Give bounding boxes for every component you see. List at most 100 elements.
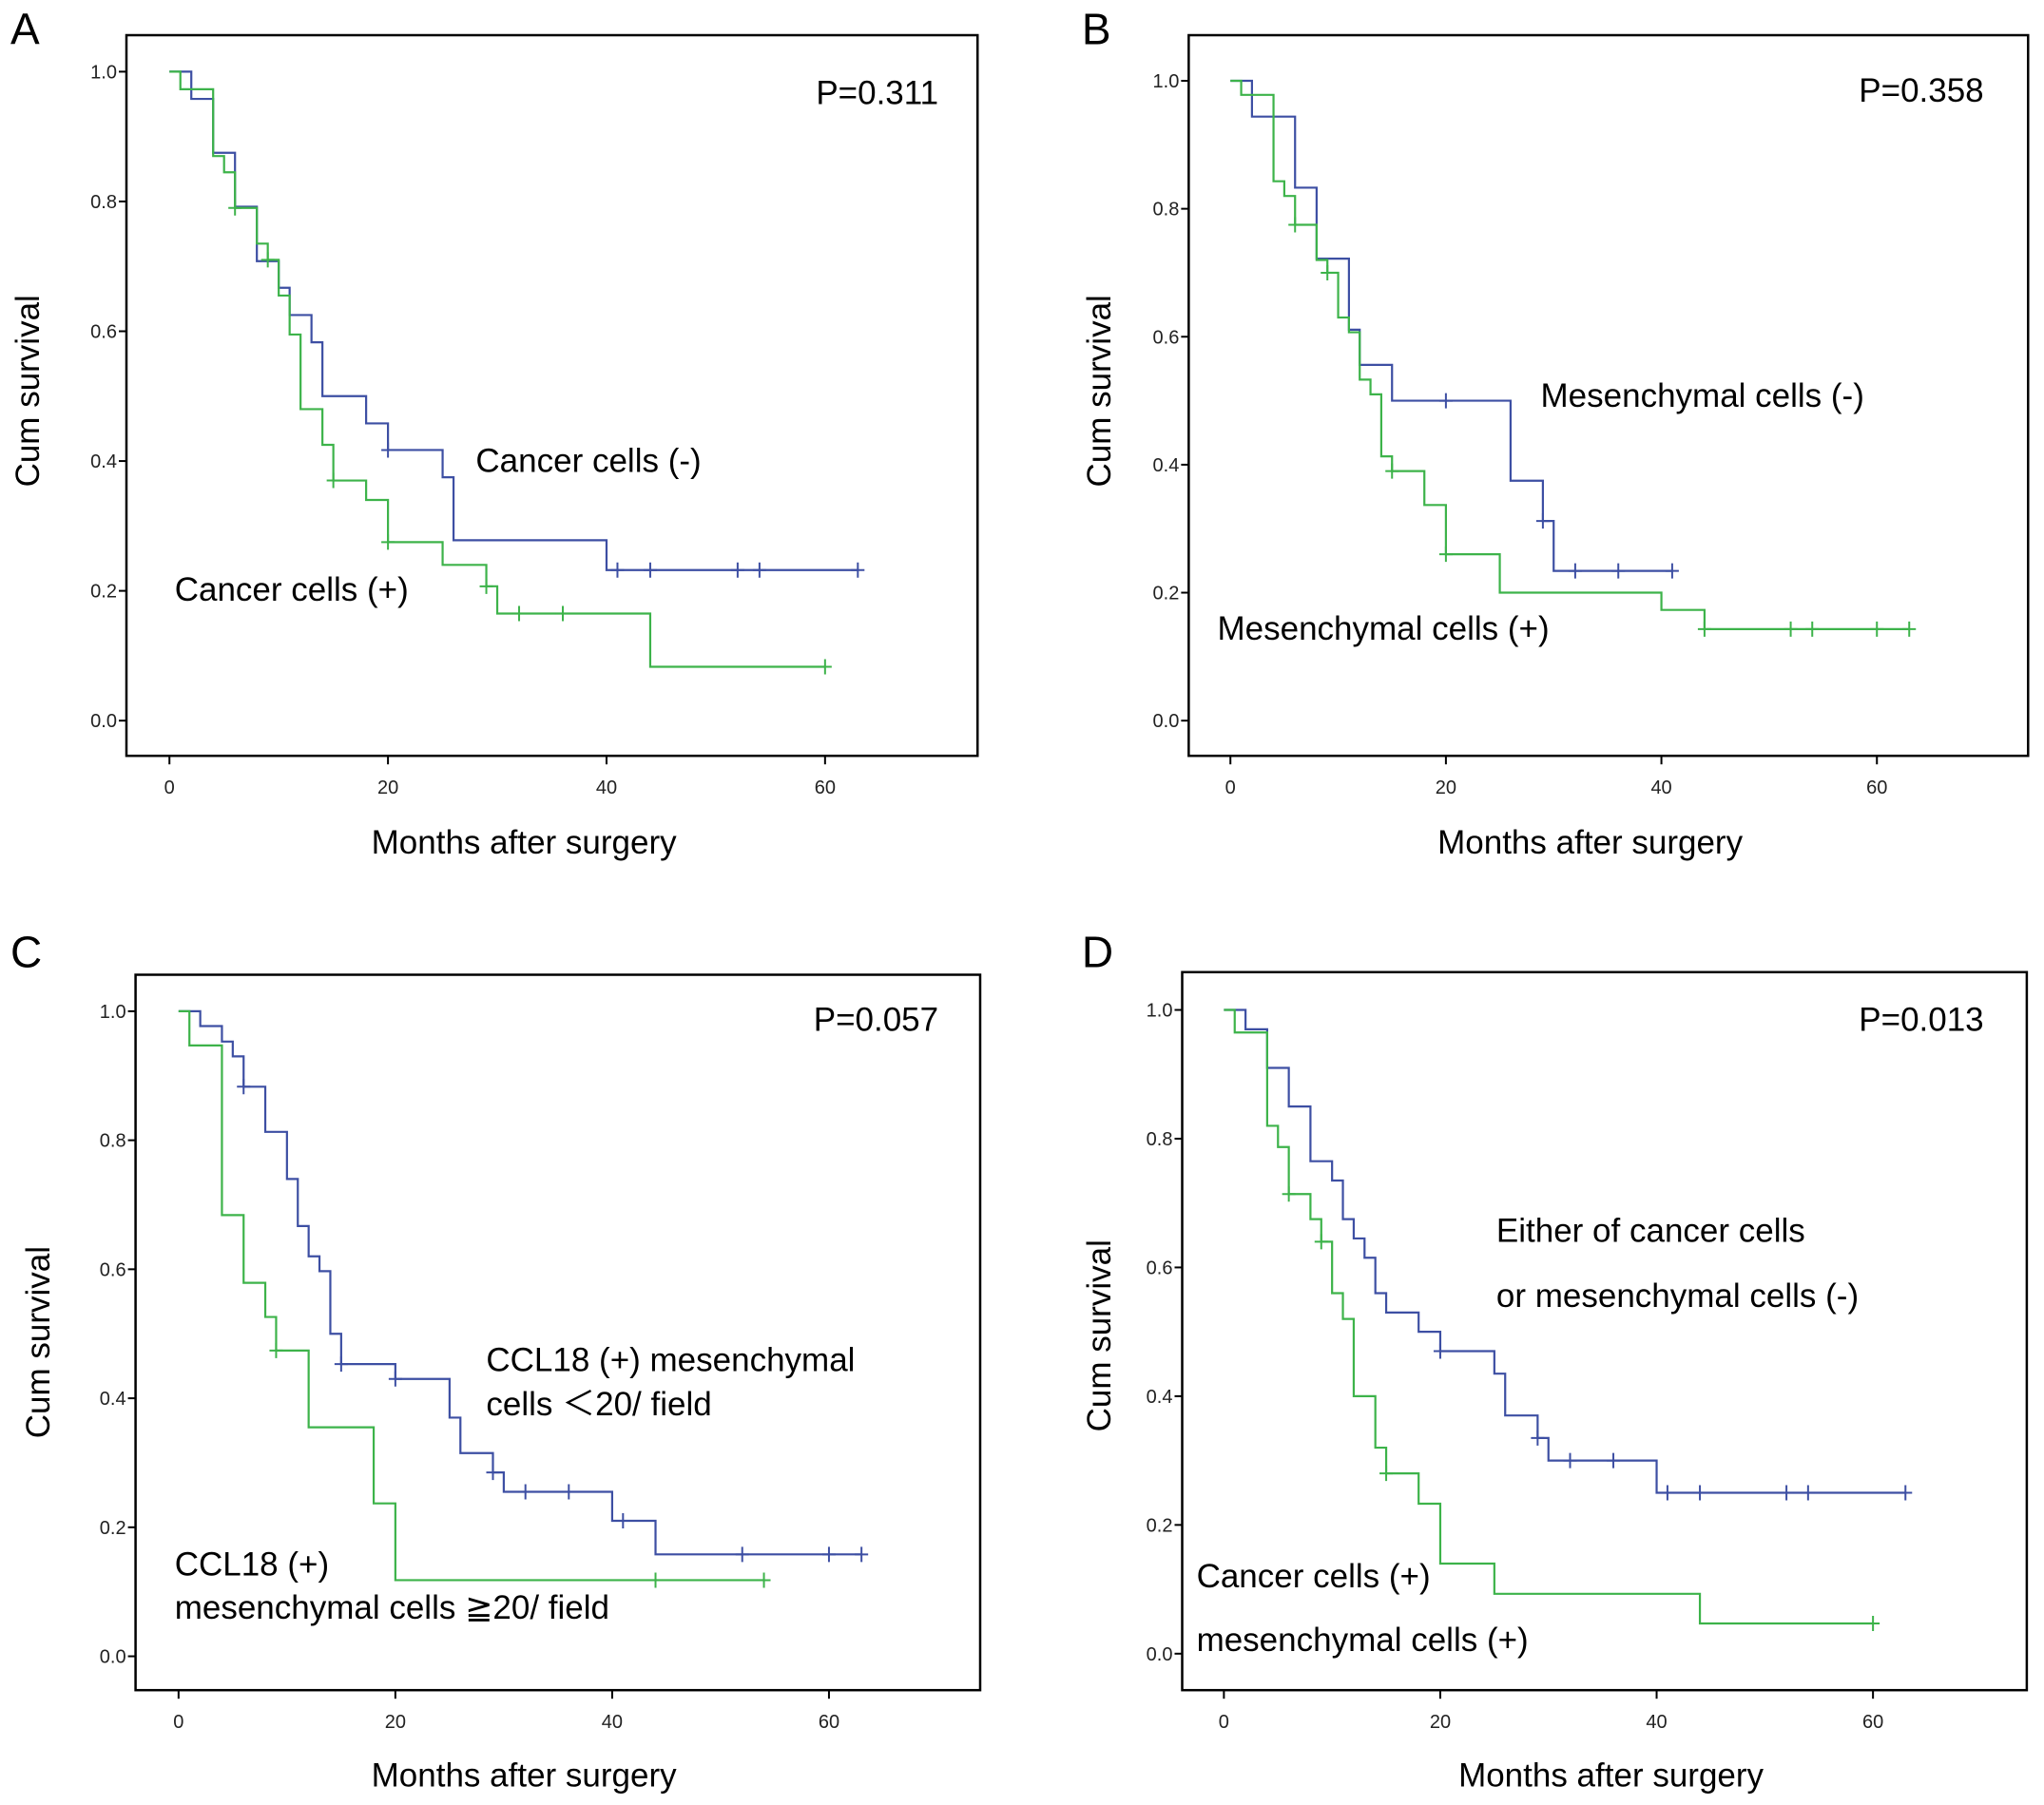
censor-mark <box>735 1546 749 1563</box>
y-tick-label: 0.2 <box>90 582 117 603</box>
x-tick-label: 20 <box>377 778 398 798</box>
x-tick-label: 0 <box>173 1712 183 1733</box>
y-tick-label: 0.6 <box>100 1259 126 1280</box>
censor-mark <box>1438 547 1453 563</box>
survival-curve-green <box>169 70 825 668</box>
censor-mark <box>237 1079 251 1095</box>
censor-mark <box>1693 1485 1707 1501</box>
y-tick-label: 1.0 <box>1147 1001 1173 1022</box>
censor-mark <box>1385 463 1399 479</box>
censor-mark <box>610 562 625 578</box>
censor-mark <box>1870 621 1884 637</box>
curve-label: Mesenchymal cells (+) <box>1218 610 1550 647</box>
y-tick-label: 0.2 <box>1153 584 1180 605</box>
curve-label: CCL18 (+) <box>175 1546 329 1584</box>
y-tick-label: 0.0 <box>90 711 117 732</box>
y-tick-label: 1.0 <box>1153 71 1180 92</box>
y-tick-label: 0.4 <box>100 1389 126 1410</box>
y-tick-label: 0.2 <box>100 1518 126 1539</box>
censor-mark <box>1665 563 1679 579</box>
censor-mark <box>1438 393 1453 409</box>
y-axis-title: Cum survival <box>1081 1239 1118 1431</box>
censor-mark <box>334 1356 348 1373</box>
survival-curve-blue <box>178 1009 862 1556</box>
panel-d: D 0.0 0.2 0.4 0.6 0.8 1.0 0 20 40 60 Months after s… <box>1081 927 2029 1795</box>
censor-mark <box>388 1371 402 1387</box>
y-tick-label: 0.2 <box>1147 1515 1173 1536</box>
p-value: P=0.013 <box>1859 1001 1983 1038</box>
curve-label: Cancer cells (+) <box>175 571 409 608</box>
curve-label: CCL18 (+) mesenchymal <box>486 1341 855 1378</box>
x-axis-title: Months after surgery <box>1437 824 1743 861</box>
censor-mark <box>730 562 744 578</box>
p-value: P=0.358 <box>1859 72 1983 109</box>
x-tick-label: 0 <box>1225 778 1236 798</box>
censor-mark <box>1805 621 1820 637</box>
censor-mark <box>1535 513 1550 529</box>
censor-mark <box>518 1484 532 1500</box>
censor-mark <box>855 1546 869 1563</box>
x-tick-label: 20 <box>1436 778 1456 798</box>
x-tick-label: 60 <box>815 778 836 798</box>
panel-c: C 0.0 0.2 0.4 0.6 0.8 1.0 0 20 40 60 Months after s… <box>10 927 982 1795</box>
y-tick-label: 0.4 <box>90 451 117 472</box>
p-value: P=0.311 <box>816 75 938 112</box>
censor-mark <box>479 578 493 594</box>
censor-mark <box>752 562 766 578</box>
censor-mark <box>260 252 275 268</box>
panel-a: A 0.0 0.2 0.4 0.6 0.8 1.0 0 20 40 60 Months after s… <box>10 5 979 861</box>
censor-mark <box>1288 217 1302 233</box>
censor-mark <box>381 534 395 550</box>
survival-curve-green <box>1224 1008 1874 1625</box>
censor-mark <box>269 1342 283 1358</box>
censor-mark <box>1607 1452 1621 1469</box>
curve-label: Cancer cells (-) <box>475 442 701 479</box>
censor-mark <box>851 562 865 578</box>
y-tick-label: 1.0 <box>90 62 117 83</box>
curve-label: Either of cancer cells <box>1496 1213 1805 1250</box>
curve-label: mesenchymal cells (+) <box>1197 1622 1529 1659</box>
y-tick-label: 0.6 <box>90 322 117 343</box>
y-tick-label: 0.8 <box>1153 200 1180 221</box>
censor-mark <box>616 1513 630 1529</box>
y-tick-label: 0.8 <box>90 192 117 213</box>
censor-mark <box>555 605 569 622</box>
censor-mark <box>1780 1485 1794 1501</box>
curve-label: cells ＜20/ field <box>486 1386 711 1423</box>
x-tick-label: 60 <box>1866 778 1887 798</box>
panel-letter: C <box>10 927 42 976</box>
censor-mark <box>1899 1485 1913 1501</box>
panel-letter: B <box>1082 5 1111 54</box>
censor-mark <box>512 605 527 622</box>
y-tick-label: 0.0 <box>100 1647 126 1668</box>
censor-mark <box>1568 563 1582 579</box>
y-tick-label: 0.6 <box>1153 327 1180 348</box>
y-axis-title: Cum survival <box>10 295 47 487</box>
x-tick-label: 20 <box>1430 1712 1451 1733</box>
y-tick-label: 0.8 <box>100 1131 126 1152</box>
y-tick-label: 0.0 <box>1153 711 1180 732</box>
curve-label: mesenchymal cells ≧20/ field <box>175 1589 609 1626</box>
x-tick-label: 40 <box>596 778 617 798</box>
y-tick-label: 0.6 <box>1147 1258 1173 1278</box>
censor-mark <box>1314 1234 1328 1250</box>
y-tick-label: 0.4 <box>1153 455 1180 476</box>
y-tick-label: 0.4 <box>1147 1387 1173 1408</box>
censor-mark <box>643 562 657 578</box>
censor-mark <box>1697 621 1711 637</box>
censor-mark <box>228 200 242 216</box>
censor-mark <box>648 1572 663 1588</box>
censor-mark <box>486 1465 500 1481</box>
survival-curve-green <box>178 1009 764 1582</box>
y-axis-title: Cum survival <box>1081 295 1118 487</box>
y-axis-title: Cum survival <box>20 1246 57 1438</box>
curve-label: or mesenchymal cells (-) <box>1496 1277 1859 1315</box>
censor-mark <box>1611 563 1626 579</box>
censor-mark <box>1379 1466 1394 1482</box>
x-tick-label: 40 <box>1646 1712 1667 1733</box>
curve-label: Cancer cells (+) <box>1197 1558 1431 1595</box>
survival-curve-blue <box>1230 79 1672 572</box>
y-tick-label: 0.8 <box>1147 1129 1173 1150</box>
panel-b: B 0.0 0.2 0.4 0.6 0.8 1.0 0 20 40 60 Months after s… <box>1081 5 2030 861</box>
censor-mark <box>818 659 832 675</box>
